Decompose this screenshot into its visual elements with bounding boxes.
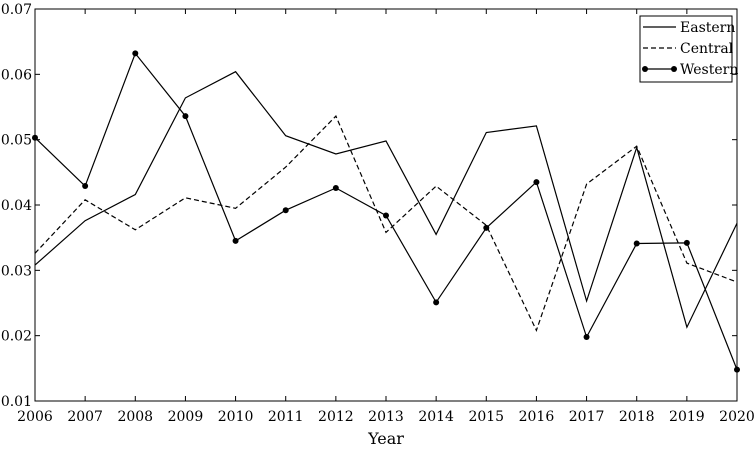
y-tick-label: 0.07 <box>1 2 32 18</box>
y-tick-label: 0.03 <box>1 263 32 279</box>
series-line-western <box>34 52 738 370</box>
data-point-western <box>232 237 239 244</box>
data-point-western <box>132 50 139 57</box>
data-point-western <box>683 239 690 246</box>
x-axis-title: Year <box>367 429 404 448</box>
data-point-western <box>32 134 38 141</box>
data-point-western <box>633 240 640 247</box>
y-axis: 0.01 0.02 0.03 0.04 0.05 0.06 0.07 <box>1 2 737 410</box>
data-point-western <box>282 207 289 214</box>
x-axis: 2006 2007 2008 2009 2010 2011 2012 2013 2014 2015… <box>17 9 754 425</box>
x-tick-label: 2016 <box>519 409 555 425</box>
data-point-western <box>533 179 540 186</box>
legend-marker-western <box>642 66 648 72</box>
x-tick-label: 2014 <box>418 409 454 425</box>
y-tick-label: 0.06 <box>1 67 32 83</box>
x-tick-label: 2020 <box>719 409 754 425</box>
x-tick-label: 2010 <box>218 409 254 425</box>
data-point-western <box>332 185 339 192</box>
x-tick-label: 2018 <box>619 409 655 425</box>
y-tick-label: 0.05 <box>1 133 32 149</box>
series-line-central <box>34 115 738 332</box>
x-tick-label: 2015 <box>468 409 504 425</box>
data-point-western <box>583 333 590 340</box>
x-tick-label: 2017 <box>569 409 605 425</box>
legend-label-eastern: Eastern <box>680 20 735 36</box>
x-tick-label: 2009 <box>168 409 204 425</box>
y-tick-label: 0.02 <box>1 329 32 345</box>
data-point-western <box>734 366 740 373</box>
x-tick-label: 2012 <box>318 409 354 425</box>
data-point-western <box>182 113 189 120</box>
x-tick-label: 2011 <box>268 409 304 425</box>
x-tick-label: 2006 <box>17 409 53 425</box>
x-tick-label: 2013 <box>368 409 404 425</box>
data-point-western <box>433 299 440 306</box>
legend: Eastern Central Western <box>639 15 738 83</box>
data-point-western <box>483 224 490 231</box>
legend-label-western: Western <box>680 62 738 78</box>
y-tick-label: 0.01 <box>1 394 32 410</box>
series-layer <box>32 50 740 373</box>
x-tick-label: 2007 <box>67 409 103 425</box>
legend-marker-western <box>671 66 677 72</box>
series-line-eastern <box>34 70 738 329</box>
data-point-western <box>82 183 89 190</box>
data-point-western <box>383 212 389 219</box>
x-tick-label: 2019 <box>669 409 705 425</box>
x-tick-label: 2008 <box>117 409 153 425</box>
plot-area-frame <box>34 8 738 402</box>
y-tick-label: 0.04 <box>1 198 32 214</box>
legend-label-central: Central <box>680 41 734 57</box>
